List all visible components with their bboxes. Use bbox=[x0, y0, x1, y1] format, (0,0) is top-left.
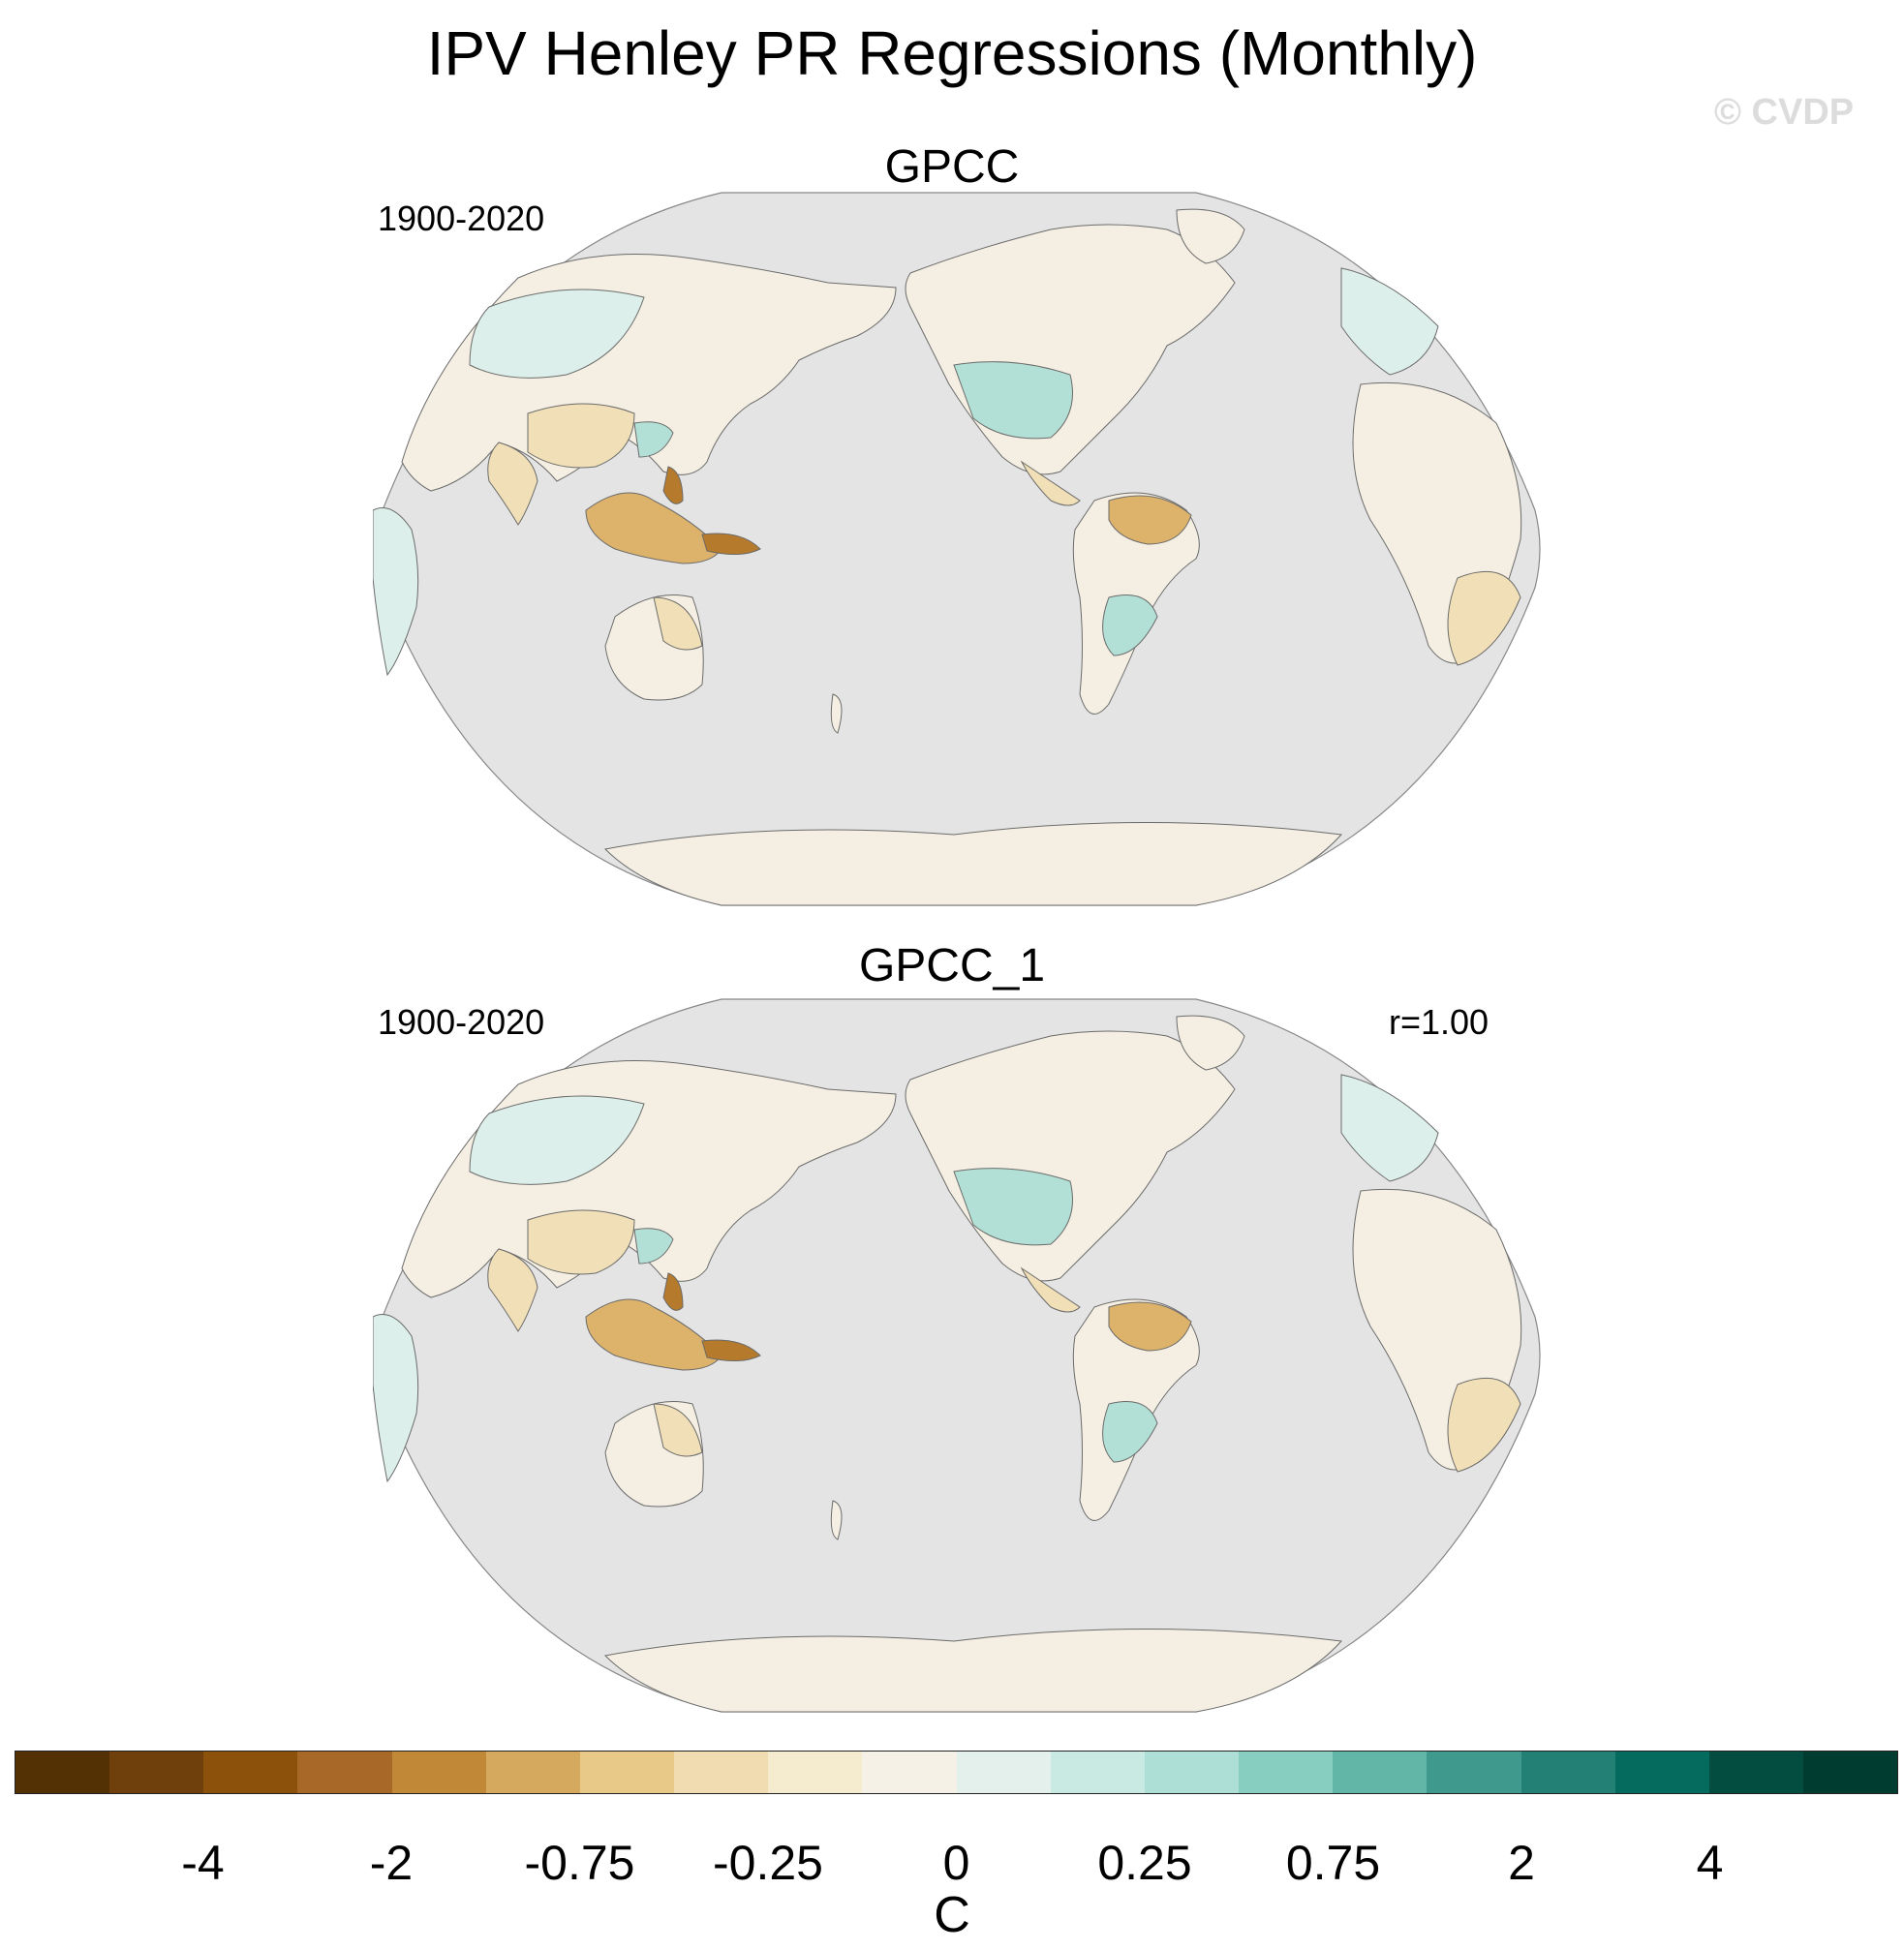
colorbar-bin bbox=[956, 1752, 1051, 1793]
figure-title: IPV Henley PR Regressions (Monthly) bbox=[426, 18, 1478, 88]
colorbar-tick-label: 2 bbox=[1508, 1836, 1535, 1890]
china-dry bbox=[527, 1209, 635, 1275]
colorbar-bin bbox=[1802, 1752, 1898, 1793]
europe-land bbox=[1340, 267, 1439, 376]
colorbar-tick-label: 0 bbox=[942, 1836, 970, 1890]
siberia-wet bbox=[469, 1095, 645, 1185]
new-guinea bbox=[701, 533, 761, 555]
colorbar-tick-label: -4 bbox=[181, 1836, 225, 1890]
us-wet bbox=[953, 361, 1073, 440]
europe-land bbox=[1340, 1074, 1439, 1182]
australia-dry bbox=[653, 596, 703, 651]
colorbar-bin bbox=[1144, 1752, 1240, 1793]
new-zealand bbox=[830, 693, 843, 734]
antarctica-land bbox=[603, 1629, 1343, 1713]
us-wet bbox=[953, 1168, 1073, 1246]
africa-south-dry bbox=[1447, 1377, 1521, 1473]
colorbar-bin bbox=[1333, 1752, 1428, 1793]
cvdp-watermark: © CVDP bbox=[1714, 92, 1855, 133]
colorbar-bin bbox=[485, 1752, 580, 1793]
colorbar-units: C bbox=[934, 1887, 970, 1943]
panel-1-title: GPCC bbox=[884, 141, 1020, 193]
greenland bbox=[1176, 1015, 1245, 1071]
colorbar-bin bbox=[768, 1752, 863, 1793]
colorbar-bin bbox=[674, 1752, 769, 1793]
amazon-dry bbox=[1108, 1301, 1192, 1352]
colorbar-bin bbox=[1614, 1752, 1709, 1793]
colorbar-bin bbox=[203, 1752, 298, 1793]
panel-2-period: 1900-2020 bbox=[378, 1002, 545, 1042]
philippines bbox=[662, 466, 684, 504]
colorbar-bin bbox=[15, 1752, 110, 1793]
australia-dry bbox=[653, 1403, 703, 1457]
colorbar-bin bbox=[1427, 1752, 1521, 1793]
central-america bbox=[1020, 460, 1081, 506]
maritime-continent bbox=[585, 1298, 722, 1371]
colorbar-bin bbox=[109, 1752, 204, 1793]
colorbar-tick-label: 4 bbox=[1696, 1836, 1724, 1890]
colorbar-tick-label: -2 bbox=[369, 1836, 414, 1890]
colorbar-bin bbox=[1520, 1752, 1615, 1793]
world-map bbox=[373, 192, 1541, 906]
colorbar bbox=[15, 1751, 1898, 1794]
colorbar-tick-label: -0.75 bbox=[524, 1836, 635, 1890]
panel-1-map bbox=[373, 192, 1541, 906]
colorbar-bin bbox=[579, 1752, 675, 1793]
colorbar-bin bbox=[297, 1752, 392, 1793]
colorbar-bin bbox=[1708, 1752, 1803, 1793]
greenland bbox=[1176, 208, 1245, 264]
india-land bbox=[487, 442, 538, 526]
south-america-wet bbox=[1102, 594, 1158, 656]
antarctica-land bbox=[603, 822, 1343, 906]
colorbar-tick-label: 0.25 bbox=[1097, 1836, 1192, 1890]
china-dry bbox=[527, 403, 635, 469]
maritime-continent bbox=[585, 492, 722, 564]
south-america-wet bbox=[1102, 1401, 1158, 1463]
panel-1-period: 1900-2020 bbox=[378, 198, 545, 238]
east-africa-land bbox=[373, 507, 419, 677]
colorbar-bin bbox=[1050, 1752, 1145, 1793]
panel-2-title: GPCC_1 bbox=[858, 940, 1046, 991]
colorbar-tick-label: 0.75 bbox=[1285, 1836, 1381, 1890]
colorbar-bin bbox=[862, 1752, 957, 1793]
world-map bbox=[373, 998, 1541, 1713]
new-guinea bbox=[701, 1339, 761, 1361]
colorbar-tick-label: -0.25 bbox=[713, 1836, 823, 1890]
east-china-wet bbox=[633, 421, 674, 458]
east-china-wet bbox=[633, 1228, 674, 1264]
india-land bbox=[487, 1248, 538, 1332]
colorbar-bin bbox=[1239, 1752, 1334, 1793]
panel-2-stat: r=1.00 bbox=[1389, 1002, 1489, 1042]
amazon-dry bbox=[1108, 495, 1192, 545]
colorbar-bin bbox=[391, 1752, 486, 1793]
central-america bbox=[1020, 1266, 1081, 1313]
philippines bbox=[662, 1272, 684, 1311]
africa-south-dry bbox=[1447, 570, 1521, 666]
new-zealand bbox=[830, 1500, 843, 1540]
siberia-wet bbox=[469, 289, 645, 379]
panel-2-map bbox=[373, 998, 1541, 1713]
east-africa-land bbox=[373, 1314, 419, 1483]
